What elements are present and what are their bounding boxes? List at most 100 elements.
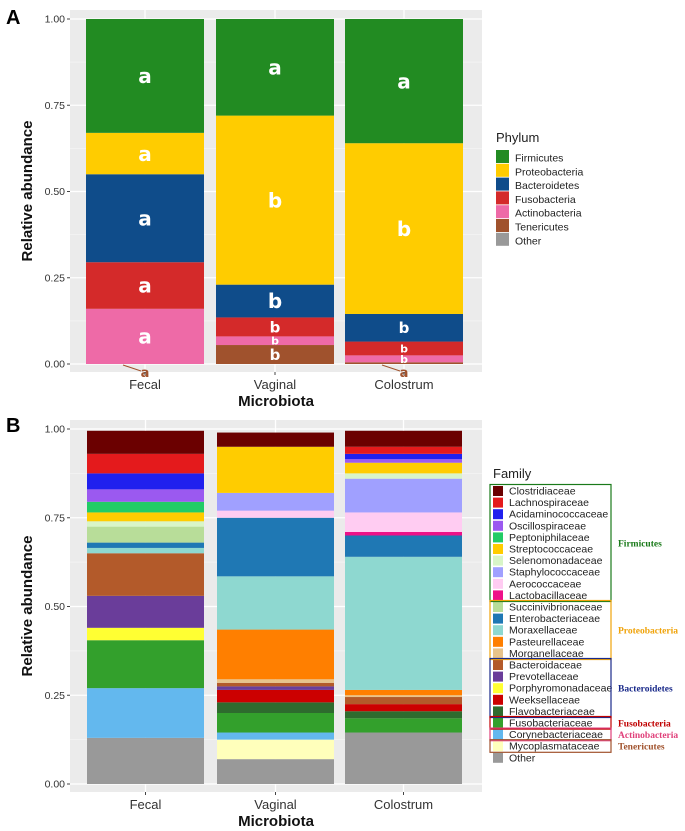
legend-label: Bacteroidetes (515, 180, 579, 192)
bar-segment-prevotellaceae (217, 686, 334, 690)
phylum-group-label: Actinobacteria (618, 731, 678, 741)
sig-letter: a (268, 56, 282, 80)
legend-label: Pasteurellaceae (509, 636, 584, 648)
legend-swatch (493, 567, 503, 578)
legend-swatch (493, 694, 503, 705)
y-tick-label: 0.00 (45, 359, 66, 371)
bar-segment-other (87, 737, 204, 784)
legend-label: Aerococcaceae (509, 578, 582, 590)
legend-label: Actinobacteria (515, 208, 582, 220)
y-tick-label: 0.25 (45, 690, 66, 702)
sig-letter: a (138, 64, 152, 88)
x-tick-label: Vaginal (254, 377, 297, 392)
panel-label-a: A (6, 7, 20, 29)
legend-swatch (493, 671, 503, 682)
legend-swatch (493, 718, 503, 728)
legend-label: Flavobacteriaceae (509, 706, 595, 718)
x-tick-label: Vaginal (254, 797, 297, 812)
x-axis-title: Microbiota (238, 393, 314, 410)
sig-letter: a (138, 206, 152, 230)
bar-segment-lachnospiraceae (87, 453, 204, 474)
legend-label: Porphyromonadaceae (509, 683, 612, 695)
bar-segment-moraxellaceae (217, 576, 334, 630)
bar-segment-actinobacteria (216, 336, 334, 346)
legend-title: Phylum (496, 130, 539, 145)
bar-segment-enterobacteriaceae (345, 535, 462, 557)
legend-label: Firmicutes (515, 153, 563, 165)
bar-segment-oscillospiraceae (345, 459, 462, 463)
bar-segment-firmicutes (345, 19, 463, 144)
legend-swatch (496, 205, 509, 219)
legend-label: Mycoplasmataceae (509, 741, 600, 753)
legend-swatch (493, 729, 503, 740)
legend-swatch (493, 497, 503, 508)
bar-segment-selenomonadaceae (87, 521, 204, 527)
y-tick-label: 0.75 (45, 512, 66, 524)
legend-swatch (493, 544, 503, 554)
bar-segment-tenericutes (345, 362, 463, 364)
bar-segment-bacteroidaceae (87, 553, 204, 596)
bar-segment-clostridiaceae (217, 432, 334, 447)
sig-letter: b (271, 335, 279, 348)
bar-segment-fusobacteria (345, 341, 463, 356)
legend-swatch (493, 613, 503, 624)
y-tick-label: 1.00 (45, 424, 66, 436)
legend-label: Proteobacteria (515, 166, 583, 178)
legend-label: Morganellaceae (509, 648, 584, 660)
legend-swatch (493, 660, 503, 670)
bar-segment-weeksellaceae (217, 689, 334, 703)
legend-swatch (493, 486, 503, 496)
sig-letter: b (400, 342, 408, 355)
bar-segment-fusobacteriaceae (87, 640, 204, 689)
sig-letter: b (268, 188, 282, 212)
legend-swatch (493, 625, 503, 636)
bar-segment-other (217, 759, 334, 784)
legend-swatch (493, 509, 503, 520)
legend-swatch (493, 648, 503, 659)
y-tick-label: 0.50 (45, 601, 66, 613)
bar-segment-acidaminococcaceae (345, 453, 462, 460)
legend-label: Oscillospiraceae (509, 520, 586, 532)
bar-segment-firmicutes (216, 19, 334, 116)
x-tick-label: Fecal (130, 797, 162, 812)
bar-segment-enterobacteriaceae (217, 517, 334, 577)
legend-label: Prevotellaceae (509, 671, 579, 683)
x-tick-label: Fecal (129, 377, 161, 392)
y-axis-title: Relative abundance (19, 121, 36, 262)
bar-segment-bacteroidaceae (217, 682, 334, 687)
legend-label: Moraxellaceae (509, 625, 577, 637)
y-tick-label: 1.00 (45, 14, 66, 26)
bar-segment-moraxellaceae (345, 556, 462, 690)
bar-segment-aerococcaceae (217, 510, 334, 518)
bar-segment-bacteroidetes (216, 284, 334, 318)
bar-segment-acidaminococcaceae (87, 473, 204, 490)
bar-segment-staphylococcaceae (217, 492, 334, 511)
phylum-group-box (489, 739, 612, 753)
bar-segment-other (345, 732, 462, 784)
phylum-group-box (489, 483, 612, 603)
bar-segment-clostridiaceae (87, 430, 204, 454)
bar-segment-streptococcaceae (217, 446, 334, 493)
sig-letter: a (397, 69, 411, 93)
legend-label: Staphylococcaceae (509, 567, 600, 579)
bar-segment-mycoplasmataceae (217, 739, 334, 760)
panel-b-chart: B 0.00 0.25 0.50 0.75 1.00 Fecal Vaginal Colostr… (6, 415, 678, 830)
bar-segment-morganellaceae (345, 695, 462, 698)
legend-label: Lachnospiraceae (509, 497, 589, 509)
phylum-group-label: Firmicutes (618, 540, 662, 550)
legend-label: Tenericutes (515, 222, 569, 234)
bar-segment-corynebacteriaceae (87, 688, 204, 738)
sig-letter: b (268, 289, 282, 313)
legend-label: Peptoniphilaceae (509, 532, 590, 544)
bar-segment-fusobacteriaceae (345, 718, 462, 733)
sig-letter: a (138, 274, 152, 298)
bar-segment-oscillospiraceae (87, 489, 204, 502)
bar-segment-prevotellaceae (87, 595, 204, 628)
sig-letter: b (397, 217, 411, 241)
legend-label: Selenomonadaceae (509, 555, 603, 567)
legend-swatch (496, 191, 509, 205)
phylum-group-label: Bacteroidetes (618, 685, 673, 695)
legend-label: Clostridiaceae (509, 486, 576, 498)
legend-label: Streptococcaceae (509, 544, 593, 556)
